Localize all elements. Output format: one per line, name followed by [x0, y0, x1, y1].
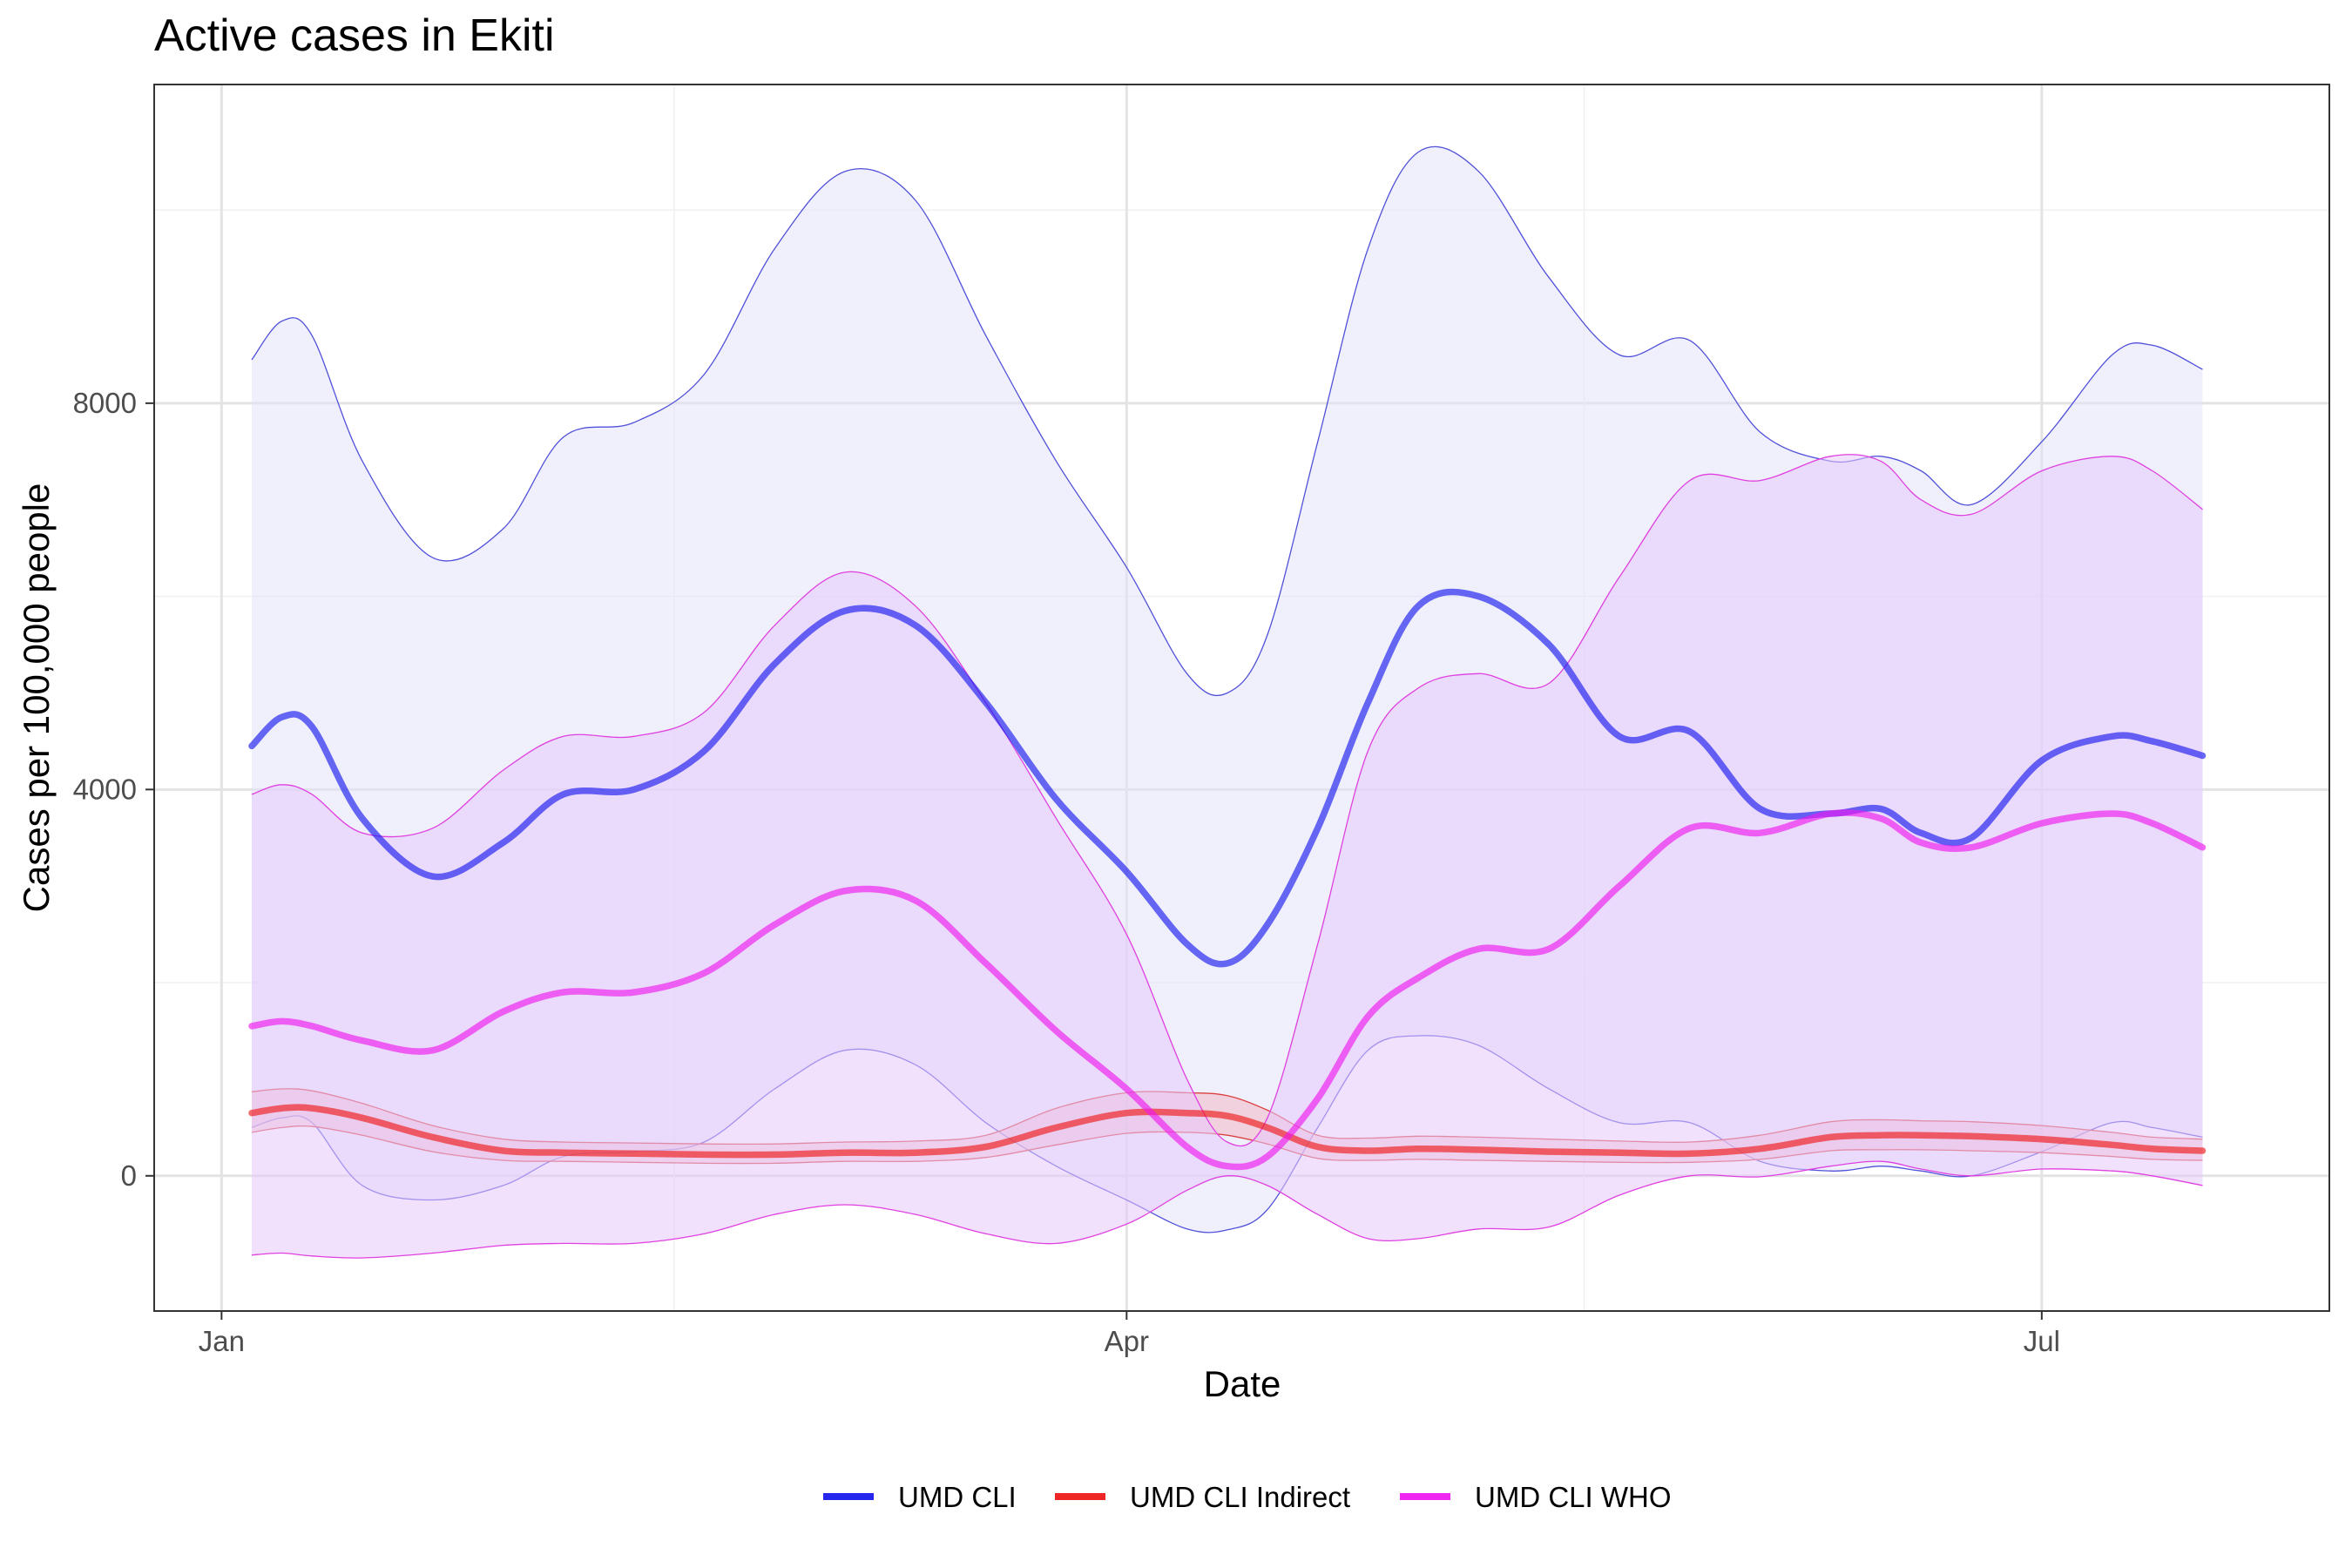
umd-cli-who-line — [248, 809, 2207, 1171]
plot-border — [153, 84, 2330, 1312]
y-axis: 0 4000 8000 — [73, 387, 154, 1192]
y-tick-label: 0 — [121, 1159, 137, 1192]
legend-label-umd-cli-who: UMD CLI WHO — [1475, 1481, 1672, 1513]
y-tick-label: 4000 — [73, 773, 137, 805]
x-axis: Jan Apr Jul — [199, 1311, 2060, 1357]
legend-label-umd-cli-indirect: UMD CLI Indirect — [1130, 1481, 1350, 1513]
x-tick-label: Apr — [1105, 1325, 1149, 1357]
legend: UMD CLI UMD CLI Indirect UMD CLI WHO — [823, 1481, 1672, 1513]
umd-cli-who-band — [252, 454, 2203, 1259]
chart-title: Active cases in Ekiti — [154, 10, 555, 61]
umd-cli-line — [248, 588, 2207, 968]
umd-cli-who-band-lower-edge — [251, 1160, 2203, 1259]
legend-label-umd-cli: UMD CLI — [898, 1481, 1017, 1513]
x-tick-label: Jan — [199, 1325, 245, 1357]
umd-cli-indirect-line — [248, 1104, 2207, 1159]
series-lines — [248, 588, 2207, 1171]
x-axis-title: Date — [1204, 1363, 1281, 1404]
y-axis-title: Cases per 100,000 people — [16, 483, 57, 913]
umd-cli-band-upper-edge — [251, 145, 2203, 697]
umd-cli-who-band-upper-edge — [251, 454, 2203, 1147]
confidence-bands — [251, 145, 2203, 1259]
y-tick-label: 8000 — [73, 387, 137, 419]
x-tick-label: Jul — [2024, 1325, 2060, 1357]
